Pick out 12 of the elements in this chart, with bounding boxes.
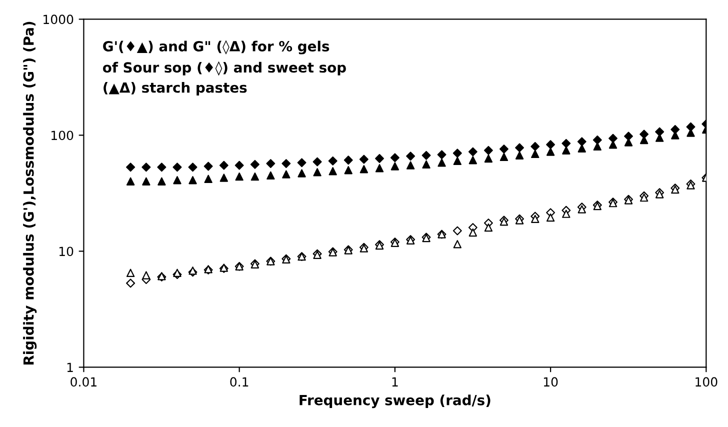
x-tick-label: 10 [544, 377, 558, 387]
x-tick-label: 1 [392, 377, 398, 386]
annotation: G'(♦▲) and G" (◊Δ) for % gels of Sour sop (♦◊) and sweet sop (▲Δ) starch pastes [102, 40, 346, 96]
y-axis-title: Rigidity modulus (G'),Lossmodulus (G") (Pa) [23, 22, 37, 365]
x-tick-label: 0.1 [230, 377, 248, 387]
y-tick-label: 10 [59, 246, 74, 256]
y-tick-label: 1 [67, 362, 73, 372]
x-tick-label: 100 [696, 377, 718, 387]
y-tick-label: 1000 [44, 14, 74, 24]
x-axis-title: Frequency sweep (rad/s) [300, 394, 490, 408]
x-tick-label: 0.01 [70, 377, 96, 387]
y-tick-label: 100 [52, 130, 74, 140]
